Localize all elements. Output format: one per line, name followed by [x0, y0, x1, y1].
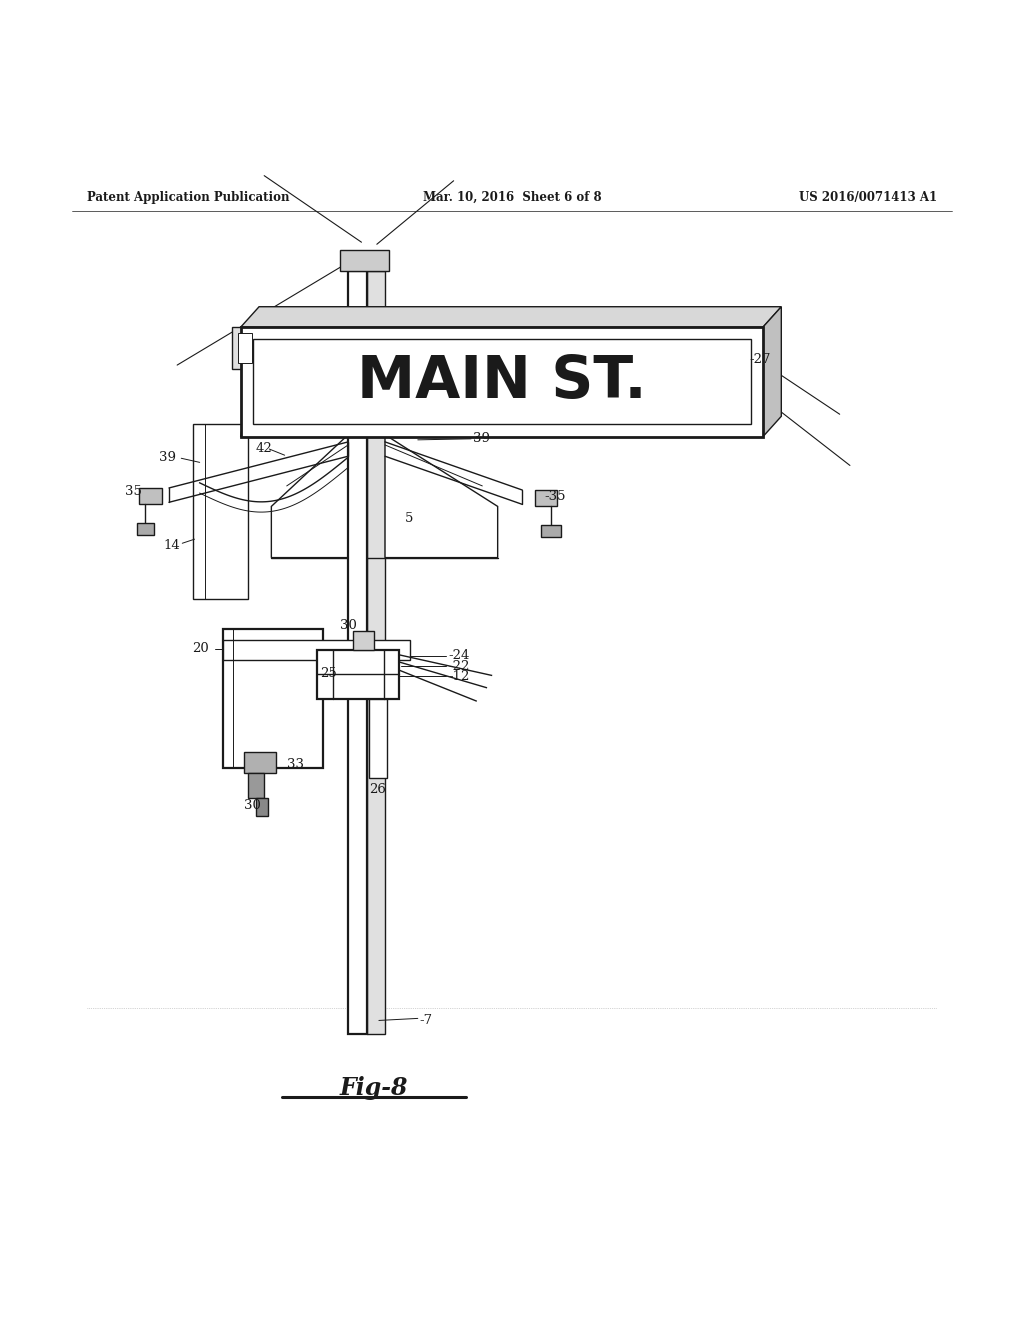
- Polygon shape: [253, 339, 751, 425]
- Text: 30: 30: [340, 619, 356, 632]
- Text: 20: 20: [193, 643, 209, 655]
- Text: MAIN ST.: MAIN ST.: [357, 354, 646, 411]
- Text: -24: -24: [449, 649, 470, 663]
- Text: -7: -7: [420, 1014, 433, 1027]
- Polygon shape: [763, 306, 781, 437]
- Polygon shape: [367, 271, 385, 1034]
- Polygon shape: [256, 799, 268, 816]
- Polygon shape: [340, 251, 389, 271]
- Polygon shape: [541, 525, 561, 537]
- Text: 39: 39: [473, 433, 490, 445]
- Polygon shape: [137, 523, 154, 535]
- Text: Mar. 10, 2016  Sheet 6 of 8: Mar. 10, 2016 Sheet 6 of 8: [423, 190, 601, 203]
- Polygon shape: [241, 306, 781, 327]
- Text: 14: 14: [164, 539, 180, 552]
- Polygon shape: [369, 698, 387, 777]
- Polygon shape: [353, 631, 374, 649]
- Polygon shape: [238, 334, 252, 363]
- Polygon shape: [223, 639, 410, 660]
- Text: -35: -35: [545, 490, 566, 503]
- Polygon shape: [248, 772, 264, 799]
- Text: 25: 25: [321, 667, 337, 680]
- Text: Patent Application Publication: Patent Application Publication: [87, 190, 290, 203]
- Text: 42: 42: [256, 441, 272, 454]
- Text: 39: 39: [159, 450, 176, 463]
- Text: -12: -12: [449, 669, 470, 682]
- Polygon shape: [241, 327, 763, 437]
- Polygon shape: [139, 488, 162, 504]
- Text: 35: 35: [125, 484, 141, 498]
- Polygon shape: [535, 490, 557, 507]
- Text: 5: 5: [404, 512, 413, 525]
- Text: 26: 26: [369, 783, 385, 796]
- Text: -27: -27: [750, 354, 771, 367]
- Text: US 2016/0071413 A1: US 2016/0071413 A1: [799, 190, 937, 203]
- Polygon shape: [271, 434, 348, 557]
- Text: Fig-8: Fig-8: [340, 1076, 408, 1100]
- Polygon shape: [244, 752, 276, 772]
- Text: 33: 33: [287, 758, 304, 771]
- Polygon shape: [385, 434, 498, 557]
- Polygon shape: [317, 649, 399, 698]
- Polygon shape: [232, 327, 254, 370]
- Polygon shape: [193, 425, 248, 598]
- Text: 30: 30: [244, 799, 260, 812]
- Polygon shape: [348, 271, 367, 1034]
- Text: -22: -22: [449, 660, 470, 673]
- Polygon shape: [223, 630, 323, 767]
